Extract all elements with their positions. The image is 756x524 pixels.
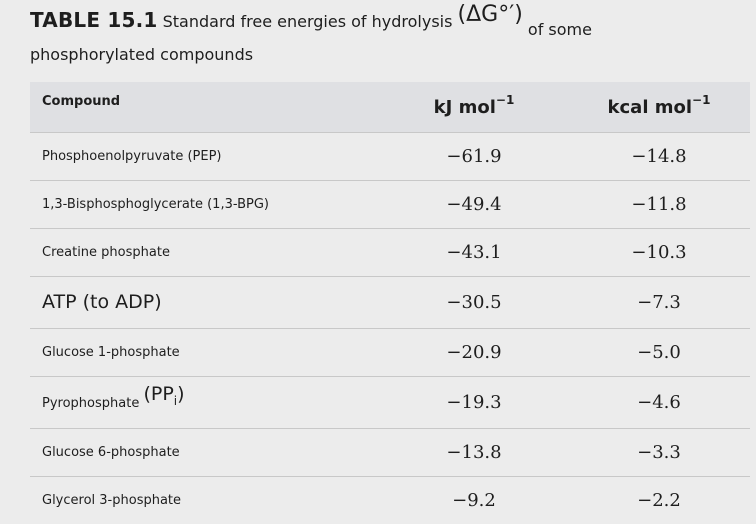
kcal-cell: −5.0 [568, 327, 750, 376]
compound-abbrev-open: (PP [143, 382, 174, 405]
kj-cell: −61.9 [380, 131, 568, 180]
table-row: 1,3-Bisphosphoglycerate (1,3-BPG) −49.4 … [30, 179, 750, 228]
table-row: Glucose 1-phosphate −20.9 −5.0 [30, 327, 750, 376]
kcal-cell: −4.6 [568, 375, 750, 428]
header-kcal-label: kcal mol [607, 97, 693, 119]
delta-g-symbol: (ΔG°′) [457, 2, 523, 27]
caption-text: Standard free energies of hydrolysis [162, 12, 453, 31]
hydrolysis-table: Compound kJ mol−1 kcal mol−1 Phosphoenol… [30, 82, 750, 524]
compound-name: Pyrophosphate [42, 395, 140, 411]
kj-cell: −49.4 [380, 179, 568, 228]
compound-cell: Phosphoenolpyruvate (PEP) [30, 131, 380, 180]
header-kcal-exponent: −1 [692, 93, 711, 108]
compound-abbrev-close: ) [177, 382, 185, 405]
kcal-cell: −2.2 [568, 475, 750, 524]
kj-cell: −9.2 [380, 475, 568, 524]
table-row: Phosphoenolpyruvate (PEP) −61.9 −14.8 [30, 131, 750, 180]
kj-cell: −43.1 [380, 227, 568, 276]
header-kj-exponent: −1 [495, 93, 515, 108]
table-row: Creatine phosphate −43.1 −10.3 [30, 227, 750, 276]
compound-cell: Glycerol 3-phosphate [30, 475, 380, 524]
table-caption: TABLE 15.1 Standard free energies of hyd… [30, 4, 750, 65]
compound-cell: Glucose 6-phosphate [30, 427, 380, 476]
kj-cell: −30.5 [380, 275, 568, 328]
caption-line-2: phosphorylated compounds [30, 45, 254, 64]
kj-cell: −20.9 [380, 327, 568, 376]
table-row: Glucose 6-phosphate −13.8 −3.3 [30, 427, 750, 476]
compound-cell: ATP (to ADP) [30, 275, 380, 328]
compound-cell: Creatine phosphate [30, 227, 380, 276]
table-row: Pyrophosphate (PPi) −19.3 −4.6 [30, 375, 750, 428]
compound-abbrev: (PPi) [143, 382, 185, 408]
kcal-cell: −3.3 [568, 427, 750, 476]
compound-cell: Pyrophosphate (PPi) [30, 375, 380, 428]
kj-cell: −13.8 [380, 427, 568, 476]
table-number: TABLE 15.1 [30, 8, 158, 32]
kj-cell: −19.3 [380, 375, 568, 428]
header-compound: Compound [42, 94, 121, 109]
kcal-cell: −10.3 [568, 227, 750, 276]
compound-cell: Glucose 1-phosphate [30, 327, 380, 376]
header-kj: kJ mol−1 [380, 82, 568, 132]
compound-abbrev-sub: i [173, 393, 178, 408]
table-row: Glycerol 3-phosphate −9.2 −2.2 [30, 475, 750, 524]
table-header-row: Compound kJ mol−1 kcal mol−1 [30, 82, 750, 132]
compound-cell: 1,3-Bisphosphoglycerate (1,3-BPG) [30, 179, 380, 228]
kcal-cell: −7.3 [568, 275, 750, 328]
table-row: ATP (to ADP) −30.5 −7.3 [30, 275, 750, 328]
caption-line-1: TABLE 15.1 Standard free energies of hyd… [30, 4, 750, 38]
header-kcal: kcal mol−1 [568, 82, 750, 132]
kcal-cell: −14.8 [568, 131, 750, 180]
caption-suffix: of some [527, 20, 592, 39]
header-kj-label: kJ mol [433, 97, 496, 119]
kcal-cell: −11.8 [568, 179, 750, 228]
